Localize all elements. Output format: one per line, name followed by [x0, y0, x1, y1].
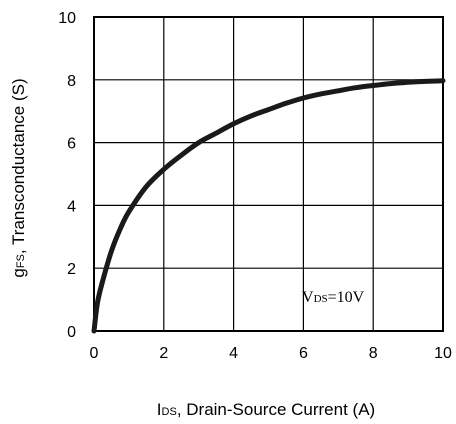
series-line — [91, 78, 446, 334]
vds-annotation: VDS=10V — [302, 289, 365, 306]
y-tick-label: 4 — [67, 198, 76, 215]
annotation-prefix: V — [302, 289, 314, 306]
x-tick-label: 4 — [229, 345, 238, 362]
x-tick-label: 10 — [434, 345, 452, 362]
y-tick-label: 8 — [67, 73, 76, 90]
y-axis-text: , Transconductance (S) — [9, 78, 28, 254]
annotation-subscript: DS — [314, 293, 328, 305]
y-tick-label: 10 — [58, 10, 76, 27]
x-tick-label: 0 — [90, 345, 99, 362]
y-axis-label: gFS, Transconductance (S) — [9, 78, 28, 277]
x-tick-label: 8 — [369, 345, 378, 362]
annotation-suffix: =10V — [328, 289, 365, 306]
y-axis-subscript: FS — [15, 254, 27, 268]
x-tick-labels: 0 2 4 6 8 10 — [90, 345, 452, 362]
y-tick-label: 6 — [67, 136, 76, 153]
grid — [93, 16, 444, 332]
x-axis-symbol: I — [157, 400, 162, 419]
y-tick-label: 0 — [67, 324, 76, 341]
x-tick-label: 2 — [159, 345, 168, 362]
y-axis-symbol: g — [9, 268, 28, 277]
x-axis-subscript: DS — [162, 406, 177, 418]
x-axis-text: , Drain-Source Current (A) — [177, 400, 375, 419]
x-tick-label: 6 — [299, 345, 308, 362]
y-tick-labels: 0 2 4 6 8 10 — [58, 10, 76, 341]
x-axis-label: IDS, Drain-Source Current (A) — [157, 400, 375, 419]
plot-frame — [93, 16, 444, 332]
y-tick-label: 2 — [67, 261, 76, 278]
